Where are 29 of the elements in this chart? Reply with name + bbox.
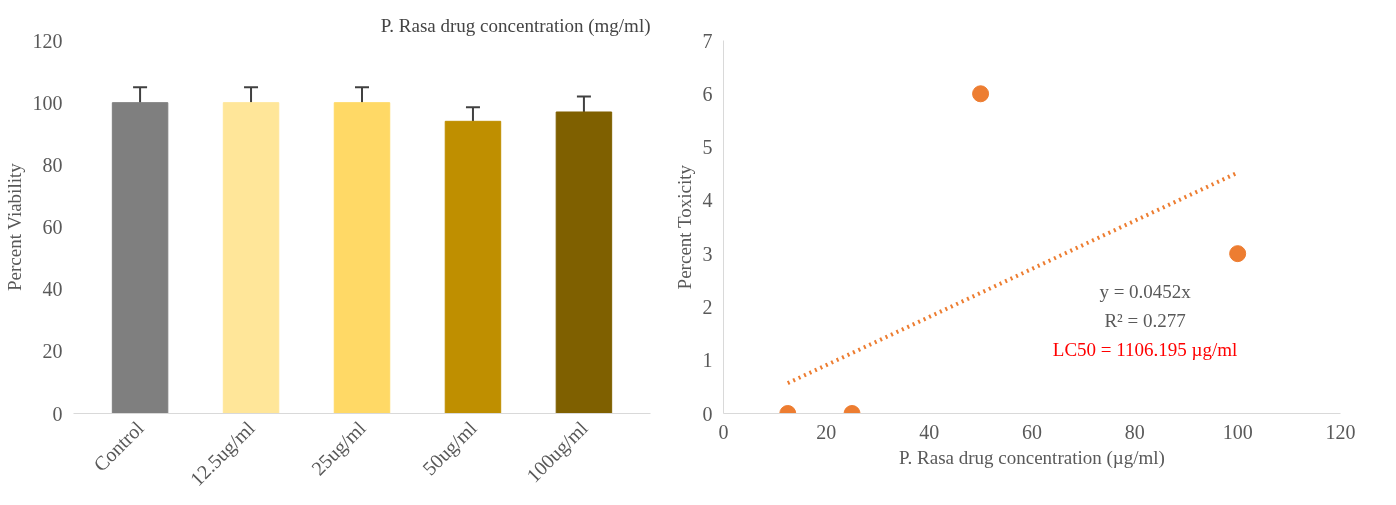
y-tick-label: 80 [42, 153, 63, 176]
y-tick-label: 1 [702, 349, 713, 372]
annotation: LC50 = 1106.195 µg/ml [1052, 339, 1238, 361]
y-tick-label: 2 [702, 295, 713, 318]
y-tick-label: 0 [702, 402, 713, 425]
y-tick-label: 4 [702, 189, 713, 212]
y-tick-label: 100 [32, 91, 63, 114]
x-tick-label: 40 [919, 420, 940, 443]
x-tick-label: 0 [718, 420, 729, 443]
y-tick-label: 3 [702, 242, 713, 265]
y-axis-title: Percent Viability [3, 162, 25, 292]
y-tick-label: 6 [702, 82, 713, 105]
y-axis-title: Percent Toxicity [673, 164, 695, 290]
annotation: y = 0.0452x [1099, 280, 1192, 302]
x-tick-label: 60 [1022, 420, 1042, 443]
y-tick-label: 60 [42, 216, 63, 238]
x-tick-label: 80 [1124, 420, 1145, 443]
x-axis-title: P. Rasa drug concentration (µg/ml) [899, 446, 1165, 469]
chart-title: P. Rasa drug concentration (mg/ml) [380, 14, 651, 37]
annotation: R² = 0.277 [1104, 309, 1186, 331]
y-tick-label: 40 [42, 278, 63, 301]
y-tick-label: 120 [32, 29, 63, 52]
y-tick-label: 0 [52, 402, 63, 425]
x-tick-label: 100 [1222, 420, 1253, 443]
y-tick-label: 20 [42, 340, 63, 363]
x-tick-label: 20 [816, 420, 837, 443]
y-tick-label: 7 [702, 29, 713, 52]
y-tick-label: 5 [702, 136, 713, 159]
x-tick-label: 120 [1325, 420, 1356, 443]
